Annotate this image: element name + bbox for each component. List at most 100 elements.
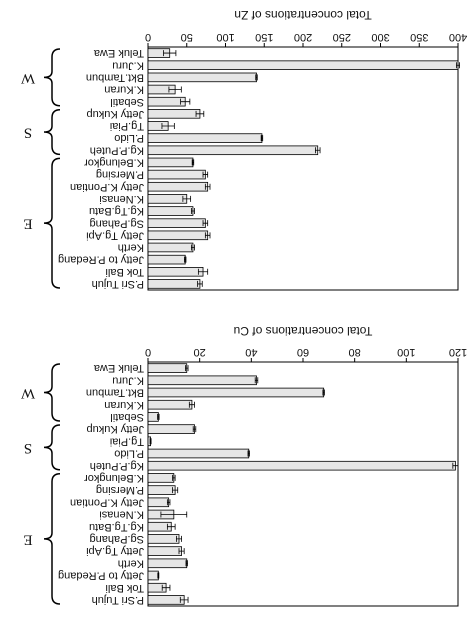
x-tick-label: 400 bbox=[449, 31, 467, 43]
bar bbox=[147, 399, 193, 410]
category-label: Bkt.Tambun bbox=[86, 71, 144, 83]
category-label: Sg.Pahang bbox=[90, 217, 144, 229]
error-bar bbox=[191, 159, 195, 166]
bar bbox=[147, 375, 257, 386]
category-label: P.Mersing bbox=[96, 484, 144, 496]
category-label: Jetty K.Pontian bbox=[70, 496, 144, 508]
error-bar bbox=[161, 122, 175, 129]
error-bar bbox=[456, 62, 460, 69]
group-brace bbox=[43, 48, 61, 107]
error-bar bbox=[166, 499, 171, 506]
bar bbox=[147, 157, 194, 168]
error-bar bbox=[185, 560, 188, 567]
error-bar bbox=[260, 135, 264, 142]
error-bar bbox=[178, 548, 185, 555]
bar bbox=[147, 279, 201, 289]
category-label: Tok Bali bbox=[105, 266, 144, 278]
category-label: P.Sri Tujuh bbox=[92, 278, 144, 290]
group-label: S bbox=[24, 125, 32, 141]
category-label: K.Juru bbox=[112, 374, 144, 386]
bar bbox=[147, 387, 325, 398]
category-label: K.Nenasi bbox=[99, 193, 144, 205]
error-bar bbox=[204, 183, 211, 190]
error-bar bbox=[197, 268, 209, 275]
error-bar bbox=[163, 50, 177, 57]
error-bar bbox=[180, 98, 191, 105]
error-bar bbox=[452, 462, 459, 469]
error-bar bbox=[179, 596, 189, 603]
x-tick-label: 40 bbox=[245, 346, 257, 358]
category-label: Bkt.Tambun bbox=[86, 387, 144, 399]
category-label: Jetty Kukup bbox=[87, 108, 144, 120]
error-bar bbox=[157, 572, 160, 579]
bar bbox=[147, 194, 188, 204]
error-bar bbox=[188, 401, 195, 408]
x-tick-label: 80 bbox=[349, 346, 361, 358]
bar bbox=[147, 570, 159, 581]
x-tick-label: 250 bbox=[333, 31, 351, 43]
bar bbox=[147, 473, 175, 483]
group-brace bbox=[43, 363, 61, 422]
category-label: K.Belungkor bbox=[84, 472, 144, 484]
category-label: Jetty Tg.Api bbox=[86, 545, 144, 557]
bar bbox=[147, 363, 188, 373]
category-label: K.Juru bbox=[112, 59, 144, 71]
x-tick-label: 300 bbox=[371, 31, 389, 43]
bar bbox=[147, 448, 250, 459]
category-label: P.Mersing bbox=[96, 169, 144, 181]
bar bbox=[147, 497, 170, 508]
group-label: W bbox=[20, 70, 35, 86]
x-tick-label: 50 bbox=[181, 31, 193, 43]
chart-title: Total concentrations of Cu bbox=[234, 324, 373, 338]
error-bar bbox=[161, 584, 171, 591]
bar bbox=[147, 254, 186, 265]
category-label: Kg.P.Puteh bbox=[90, 144, 144, 156]
chart-title: Total concentrations of Zn bbox=[234, 8, 371, 22]
group-label: E bbox=[23, 531, 32, 547]
category-label: Kg.Tg.Batu bbox=[89, 205, 144, 217]
category-label: Kerth bbox=[118, 242, 144, 254]
x-tick-label: 60 bbox=[297, 346, 309, 358]
bar bbox=[147, 412, 159, 422]
x-tick-label: 120 bbox=[449, 346, 467, 358]
error-bar bbox=[182, 195, 192, 202]
category-label: Jetty K.Pontian bbox=[70, 181, 144, 193]
category-label: P.Lido bbox=[114, 132, 144, 144]
category-label: Teluk Ewa bbox=[93, 47, 144, 59]
category-label: Jetty Kukup bbox=[87, 423, 144, 435]
error-bar bbox=[247, 450, 250, 457]
error-bar bbox=[191, 244, 195, 251]
category-label: Sg.Pahang bbox=[90, 533, 144, 545]
category-label: K.Kuran bbox=[104, 399, 144, 411]
bar bbox=[147, 133, 263, 143]
group-brace bbox=[43, 109, 61, 156]
group-brace bbox=[43, 473, 61, 605]
error-bar bbox=[254, 377, 259, 384]
category-label: Kerth bbox=[118, 557, 144, 569]
bar bbox=[147, 485, 176, 495]
error-bar bbox=[149, 438, 152, 445]
group-label: S bbox=[24, 440, 32, 456]
bar bbox=[147, 206, 194, 216]
category-label: Sebatil bbox=[110, 411, 144, 423]
category-label: Kg.P.Puteh bbox=[90, 460, 144, 472]
bar bbox=[147, 267, 204, 277]
category-label: P.Lido bbox=[114, 448, 144, 460]
error-bar bbox=[166, 523, 176, 530]
error-bar bbox=[322, 389, 325, 396]
category-label: Tg.Piai bbox=[110, 120, 144, 132]
category-label: K.Kuran bbox=[104, 84, 144, 96]
category-label: Jetty Tg.Api bbox=[86, 229, 144, 241]
error-bar bbox=[202, 220, 209, 227]
plot-frame bbox=[147, 361, 459, 607]
category-label: P.Sri Tujuh bbox=[92, 594, 144, 606]
bar bbox=[147, 546, 182, 556]
error-bar bbox=[204, 232, 211, 239]
category-label: Jetty to P.Redang bbox=[58, 570, 144, 582]
error-bar bbox=[255, 74, 258, 81]
x-tick-label: 100 bbox=[397, 346, 415, 358]
bar bbox=[147, 424, 195, 434]
plot-frame bbox=[147, 46, 459, 291]
error-bar bbox=[197, 280, 203, 287]
